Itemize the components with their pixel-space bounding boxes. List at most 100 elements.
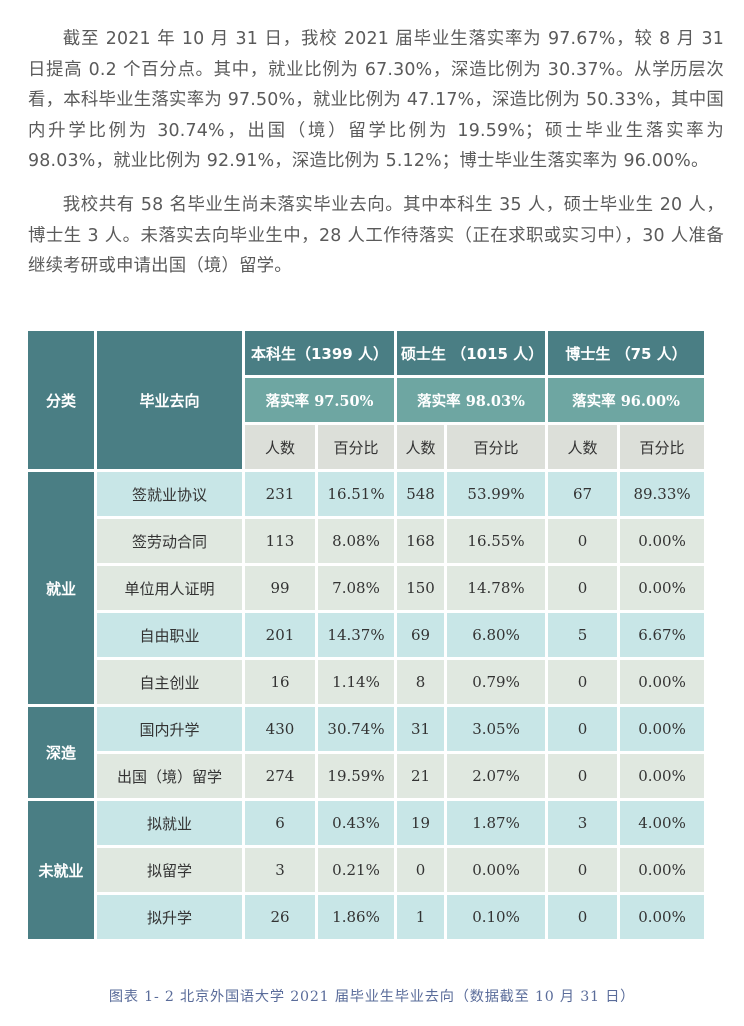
table-row: 就业 签就业协议 231 16.51% 548 53.99% 67 89.33%: [28, 472, 705, 704]
table-caption: 图表 1- 2 北京外国语大学 2021 届毕业生毕业去向（数据截至 10 月 …: [108, 989, 636, 1005]
cell: 19.59%: [318, 754, 395, 798]
header-destination: 毕业去向: [97, 331, 242, 469]
cell: 0.00%: [620, 519, 705, 563]
table-row: 单位用人证明 99 7.08% 150 14.78% 0 0.00%: [28, 566, 705, 610]
row-label: 拟留学: [97, 848, 242, 892]
cell: 14.78%: [447, 566, 546, 610]
cell: 31: [397, 707, 445, 751]
cell: 67: [548, 472, 618, 516]
cell: 0: [548, 519, 618, 563]
section-further-study: 深造: [28, 707, 94, 798]
cell: 1.87%: [447, 801, 546, 845]
cell: 0: [548, 660, 618, 704]
cell: 6.67%: [620, 613, 705, 657]
table-row: 拟升学 26 1.86% 1 0.10% 0 0.00%: [28, 895, 705, 939]
cell: 0: [548, 754, 618, 798]
section-unemployed: 未就业: [28, 801, 94, 939]
cell: 0.00%: [620, 566, 705, 610]
row-label: 签劳动合同: [97, 519, 242, 563]
destination-table: 分类 毕业去向 本科生（1399 人） 硕士生 （1015 人） 博士生 （75…: [25, 328, 707, 942]
cell: 0.00%: [620, 895, 705, 939]
cell: 430: [245, 707, 315, 751]
subheader-percent: 百分比: [318, 425, 395, 469]
cell: 201: [245, 613, 315, 657]
row-label: 拟升学: [97, 895, 242, 939]
cell: 26: [245, 895, 315, 939]
cell: 3.05%: [447, 707, 546, 751]
cell: 8: [397, 660, 445, 704]
cell: 0.00%: [620, 707, 705, 751]
cell: 0: [548, 895, 618, 939]
cell: 0: [548, 707, 618, 751]
cell: 89.33%: [620, 472, 705, 516]
header-category: 分类: [28, 331, 94, 469]
cell: 1: [397, 895, 445, 939]
cell: 16.51%: [318, 472, 395, 516]
row-label: 自主创业: [97, 660, 242, 704]
row-label: 拟就业: [97, 801, 242, 845]
cell: 0: [397, 848, 445, 892]
cell: 274: [245, 754, 315, 798]
cell: 6.80%: [447, 613, 546, 657]
table-row: 未就业 拟就业 6 0.43% 19 1.87% 3 4.00%: [28, 801, 705, 939]
table-row: 深造 国内升学 430 30.74% 31 3.05% 0 0.00%: [28, 707, 705, 798]
cell: 69: [397, 613, 445, 657]
cell: 0.79%: [447, 660, 546, 704]
paragraph-summary: 截至 2021 年 10 月 31 日，我校 2021 届毕业生落实率为 97.…: [28, 24, 724, 177]
table-row: 拟留学 3 0.21% 0 0.00% 0 0.00%: [28, 848, 705, 892]
header-undergrad: 本科生（1399 人）: [245, 331, 395, 375]
cell: 7.08%: [318, 566, 395, 610]
cell: 0.21%: [318, 848, 395, 892]
cell: 548: [397, 472, 445, 516]
cell: 0.00%: [620, 848, 705, 892]
row-label: 签就业协议: [97, 472, 242, 516]
cell: 53.99%: [447, 472, 546, 516]
row-label: 国内升学: [97, 707, 242, 751]
cell: 1.86%: [318, 895, 395, 939]
cell: 4.00%: [620, 801, 705, 845]
cell: 0: [548, 848, 618, 892]
cell: 1.14%: [318, 660, 395, 704]
cell: 16.55%: [447, 519, 546, 563]
cell: 8.08%: [318, 519, 395, 563]
cell: 6: [245, 801, 315, 845]
subheader-count: 人数: [245, 425, 315, 469]
header-master: 硕士生 （1015 人）: [397, 331, 546, 375]
cell: 0: [548, 566, 618, 610]
cell: 30.74%: [318, 707, 395, 751]
row-label: 出国（境）留学: [97, 754, 242, 798]
cell: 5: [548, 613, 618, 657]
cell: 168: [397, 519, 445, 563]
cell: 99: [245, 566, 315, 610]
cell: 113: [245, 519, 315, 563]
rate-master: 落实率 98.03%: [397, 378, 546, 422]
cell: 3: [548, 801, 618, 845]
rate-doctor: 落实率 96.00%: [548, 378, 705, 422]
header-doctor: 博士生 （75 人）: [548, 331, 705, 375]
section-employment: 就业: [28, 472, 94, 704]
cell: 150: [397, 566, 445, 610]
table-row: 自主创业 16 1.14% 8 0.79% 0 0.00%: [28, 660, 705, 704]
table-row: 自由职业 201 14.37% 69 6.80% 5 6.67%: [28, 613, 705, 657]
table-row: 出国（境）留学 274 19.59% 21 2.07% 0 0.00%: [28, 754, 705, 798]
cell: 0.43%: [318, 801, 395, 845]
cell: 14.37%: [318, 613, 395, 657]
rate-undergrad: 落实率 97.50%: [245, 378, 395, 422]
cell: 3: [245, 848, 315, 892]
cell: 16: [245, 660, 315, 704]
cell: 0.00%: [447, 848, 546, 892]
cell: 0.00%: [620, 754, 705, 798]
cell: 19: [397, 801, 445, 845]
paragraph-text: 我校共有 58 名毕业生尚未落实毕业去向。其中本科生 35 人，硕士毕业生 20…: [28, 195, 724, 276]
cell: 0.00%: [620, 660, 705, 704]
cell: 2.07%: [447, 754, 546, 798]
cell: 0.10%: [447, 895, 546, 939]
cell: 21: [397, 754, 445, 798]
subheader-percent: 百分比: [620, 425, 705, 469]
row-label: 自由职业: [97, 613, 242, 657]
row-label: 单位用人证明: [97, 566, 242, 610]
cell: 231: [245, 472, 315, 516]
paragraph-text: 截至 2021 年 10 月 31 日，我校 2021 届毕业生落实率为 97.…: [28, 29, 724, 171]
subheader-percent: 百分比: [447, 425, 546, 469]
subheader-count: 人数: [397, 425, 445, 469]
